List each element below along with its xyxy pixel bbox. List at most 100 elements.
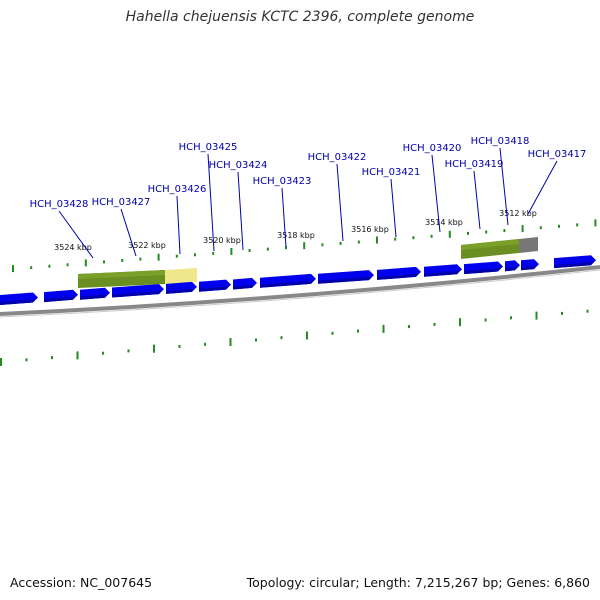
leader-line xyxy=(390,178,397,238)
leader-line xyxy=(431,154,441,233)
leader-line xyxy=(281,187,287,248)
gene-label[interactable]: HCH_03424 xyxy=(209,160,268,171)
feature-bar-green-highlight xyxy=(78,270,165,279)
tick-mark xyxy=(467,231,469,235)
tick-mark xyxy=(204,342,206,346)
gene-arrow-shade xyxy=(166,287,195,294)
gene-label[interactable]: HCH_03427 xyxy=(92,197,151,208)
gene-track xyxy=(0,255,596,305)
upper-tick-track xyxy=(12,219,597,273)
tick-mark xyxy=(157,253,160,261)
tick-mark xyxy=(433,322,436,326)
gene-arrow-shade xyxy=(0,298,36,305)
scale-label: 3518 kbp xyxy=(277,231,315,240)
tick-mark xyxy=(382,324,385,333)
scale-labels: 3524 kbp 3522 kbp 3520 kbp 3518 kbp 3516 kbp… xyxy=(54,209,537,252)
tick-mark xyxy=(175,254,178,258)
gene-arrow-shade xyxy=(318,276,372,284)
gene-label[interactable]: HCH_03422 xyxy=(308,152,367,163)
tick-mark xyxy=(485,230,488,234)
genome-backbone-shadow xyxy=(0,269,600,318)
tick-mark xyxy=(561,311,563,315)
gene-label[interactable]: HCH_03418 xyxy=(471,136,530,147)
gene-label[interactable]: HCH_03419 xyxy=(445,159,504,170)
gene-label[interactable]: HCH_03426 xyxy=(148,184,207,195)
gene-arrow-shade xyxy=(424,270,460,277)
gene-arrow-shade xyxy=(505,266,518,272)
scale-label: 3520 kbp xyxy=(203,236,241,245)
leader-line xyxy=(499,147,509,226)
gene-arrow-shade xyxy=(260,279,314,288)
tick-mark xyxy=(412,236,415,240)
tick-mark xyxy=(248,249,251,252)
tick-mark xyxy=(178,345,181,348)
tick-mark xyxy=(576,223,579,227)
accession-text: Accession: NC_007645 xyxy=(10,575,153,590)
leader-line xyxy=(473,170,481,230)
gene-arrow-shade xyxy=(199,285,229,292)
tick-mark xyxy=(321,243,324,247)
tick-mark xyxy=(285,246,287,250)
gene-arrow-shade xyxy=(80,293,108,300)
gene-arrow-shade xyxy=(377,272,419,280)
scale-label: 3514 kbp xyxy=(425,218,463,227)
genome-backbone xyxy=(0,265,600,316)
tick-mark xyxy=(76,351,79,360)
gene-arrow-shade xyxy=(233,283,255,290)
tick-mark xyxy=(521,225,524,233)
tick-mark xyxy=(357,329,359,333)
leader-line xyxy=(207,153,215,252)
tick-mark xyxy=(408,325,410,329)
tick-mark xyxy=(430,234,433,238)
gene-label[interactable]: HCH_03425 xyxy=(179,142,238,153)
gene-label[interactable]: HCH_03428 xyxy=(30,199,89,210)
tick-mark xyxy=(339,241,342,245)
tick-mark xyxy=(303,242,306,250)
gene-label[interactable]: HCH_03423 xyxy=(253,176,312,187)
scale-label: 3524 kbp xyxy=(54,243,92,252)
tick-mark xyxy=(357,240,360,244)
tick-mark xyxy=(102,351,104,355)
feature-bar-green-highlight xyxy=(461,239,519,250)
feature-bar-yellow xyxy=(165,268,197,284)
feature-bar-gray xyxy=(519,237,538,253)
tick-mark xyxy=(212,251,215,255)
tick-mark xyxy=(194,253,196,257)
tick-mark xyxy=(594,219,597,227)
tick-mark xyxy=(153,344,155,353)
genome-summary-text: Topology: circular; Length: 7,215,267 bp… xyxy=(246,575,590,590)
leader-line xyxy=(336,163,344,242)
feature-bar-right xyxy=(461,237,538,259)
tick-mark xyxy=(48,264,51,268)
tick-mark xyxy=(448,230,451,238)
gene-arrow-shade xyxy=(554,261,594,269)
gene-arrow-shade xyxy=(521,265,537,271)
scale-label: 3516 kbp xyxy=(351,225,389,234)
leader-line xyxy=(176,195,181,255)
tick-mark xyxy=(503,229,506,233)
tick-mark xyxy=(484,318,487,322)
tick-mark xyxy=(30,266,33,270)
tick-mark xyxy=(280,336,283,340)
tick-mark xyxy=(25,358,28,362)
tick-mark xyxy=(394,237,397,241)
map-title: Hahella chejuensis KCTC 2396, complete g… xyxy=(125,9,475,25)
gene-label[interactable]: HCH_03421 xyxy=(362,167,421,178)
gene-arrow-shade xyxy=(464,267,501,275)
tick-mark xyxy=(558,224,560,228)
tick-mark xyxy=(306,331,308,340)
gene-arrow-shade xyxy=(44,295,76,303)
gene-label[interactable]: HCH_03420 xyxy=(403,143,462,154)
tick-mark xyxy=(127,349,130,353)
scale-label: 3522 kbp xyxy=(128,241,166,250)
tick-mark xyxy=(12,265,14,273)
tick-mark xyxy=(84,259,87,267)
tick-mark xyxy=(266,247,269,251)
tick-mark xyxy=(459,318,461,327)
tick-mark xyxy=(539,226,542,230)
leader-line xyxy=(527,160,558,215)
leader-line xyxy=(237,171,244,251)
gene-label[interactable]: HCH_03417 xyxy=(528,149,587,160)
lower-tick-track xyxy=(0,309,589,366)
